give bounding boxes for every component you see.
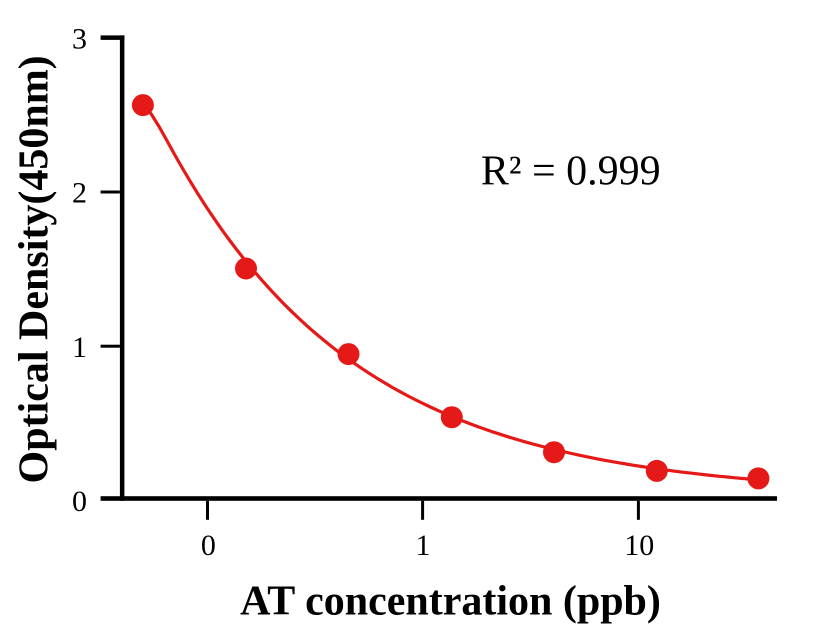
svg-text:10: 10 (624, 529, 654, 562)
svg-text:AT concentration (ppb): AT concentration (ppb) (240, 579, 661, 625)
svg-text:3: 3 (72, 23, 87, 56)
svg-text:0: 0 (201, 529, 216, 562)
svg-text:R² = 0.999: R² = 0.999 (481, 148, 661, 194)
svg-text:0: 0 (72, 485, 87, 518)
svg-text:1: 1 (72, 331, 87, 364)
svg-text:1: 1 (416, 529, 431, 562)
svg-text:2: 2 (72, 177, 87, 210)
svg-text:Optical Density(450nm): Optical Density(450nm) (11, 55, 57, 483)
